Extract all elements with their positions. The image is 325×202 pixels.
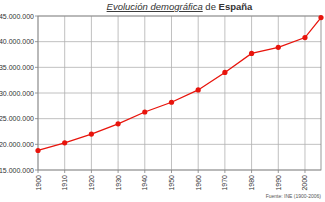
chart-title: Evolución demográfica de España: [107, 1, 253, 12]
data-point: [249, 51, 254, 56]
y-tick-label: 35.000.000: [0, 64, 34, 71]
x-tick-label: 1970: [221, 175, 228, 191]
data-point: [276, 45, 281, 50]
source-note: Fuente: INE (1900-2006): [266, 193, 322, 199]
y-tick: [35, 41, 38, 42]
grid-line-x: [171, 16, 172, 170]
y-tick-label: 45.000.000: [0, 13, 34, 20]
data-point: [62, 140, 67, 145]
y-tick: [35, 16, 38, 17]
x-tick: [64, 170, 65, 173]
y-tick-label: 40.000.000: [0, 38, 34, 45]
x-tick-label: 1940: [141, 175, 148, 191]
plot-frame: [38, 16, 321, 170]
y-tick: [35, 118, 38, 119]
data-point: [115, 121, 120, 126]
data-point: [89, 131, 94, 136]
data-point: [222, 70, 227, 75]
x-tick: [171, 170, 172, 173]
y-tick: [35, 170, 38, 171]
y-tick: [35, 93, 38, 94]
x-tick-label: 1920: [88, 175, 95, 191]
data-point: [196, 87, 201, 92]
chart-svg: 15.000.000 20.000.000 25.000.000 30.000.000…: [0, 0, 325, 202]
x-tick: [224, 170, 225, 173]
x-tick: [144, 170, 145, 173]
y-tick: [35, 67, 38, 68]
y-tick-label: 20.000.000: [0, 141, 34, 148]
y-tick-label: 15.000.000: [0, 167, 34, 174]
x-tick-label: 1900: [35, 175, 42, 191]
grid: [38, 16, 321, 170]
x-tick: [304, 170, 305, 173]
data-point: [35, 148, 40, 153]
grid-line-x: [224, 16, 225, 170]
x-tick-label: 1930: [115, 175, 122, 191]
x-tick: [278, 170, 279, 173]
grid-line-x: [144, 16, 145, 170]
x-tick: [198, 170, 199, 173]
grid-line-x: [278, 16, 279, 170]
chart-container: 15.000.000 20.000.000 25.000.000 30.000.000…: [0, 0, 325, 202]
x-tick-label: 1990: [275, 175, 282, 191]
x-tick-label: 2000: [301, 175, 308, 191]
grid-line-x: [198, 16, 199, 170]
grid-line-x: [91, 16, 92, 170]
x-tick-label: 1980: [248, 175, 255, 191]
x-tick: [118, 170, 119, 173]
y-tick-label: 25.000.000: [0, 115, 34, 122]
data-point: [142, 109, 147, 114]
data-point: [318, 15, 323, 20]
y-tick-label: 30.000.000: [0, 90, 34, 97]
data-group: [35, 15, 323, 153]
grid-line-x: [64, 16, 65, 170]
x-tick: [38, 170, 39, 173]
grid-line-x: [251, 16, 252, 170]
grid-line-x: [118, 16, 119, 170]
x-tick-label: 1950: [168, 175, 175, 191]
data-point: [169, 100, 174, 105]
y-tick: [35, 144, 38, 145]
data-line: [38, 18, 321, 151]
x-tick: [91, 170, 92, 173]
x-tick-label: 1960: [195, 175, 202, 191]
x-tick: [251, 170, 252, 173]
data-point: [302, 35, 307, 40]
x-tick-label: 1910: [61, 175, 68, 191]
